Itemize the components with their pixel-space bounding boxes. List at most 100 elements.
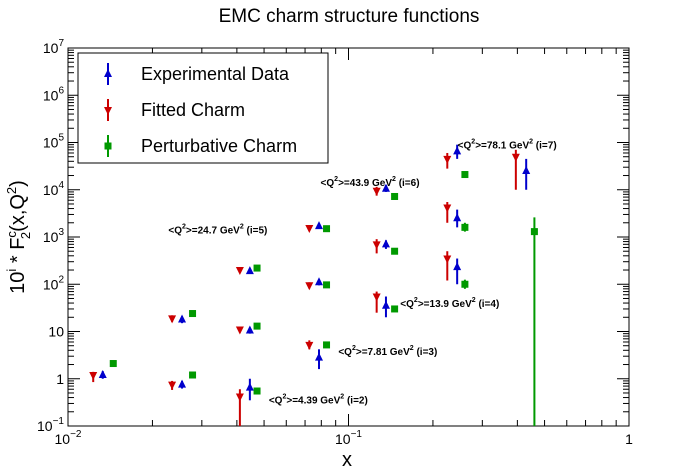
- point-marker: [381, 239, 390, 248]
- annotations: <Q2>=4.39 GeV2 (i=2) <Q2>=7.81 GeV2 (i=3)…: [168, 138, 556, 406]
- data-point: [189, 371, 197, 379]
- point-marker: [168, 381, 177, 390]
- q2-annotation: <Q2>=4.39 GeV2 (i=2): [269, 393, 368, 406]
- point-marker: [461, 223, 469, 231]
- data-point: [305, 282, 314, 291]
- point-marker: [443, 255, 452, 264]
- series-experimental-data: [98, 144, 531, 401]
- data-point: [530, 217, 538, 426]
- data-point: [109, 360, 117, 368]
- y-tick-label: 104: [43, 180, 65, 198]
- point-marker: [235, 393, 244, 402]
- point-marker: [391, 305, 399, 313]
- data-point: [391, 247, 399, 255]
- x-tick-label: 1: [625, 431, 633, 447]
- point-marker: [178, 314, 187, 323]
- data-point: [461, 279, 469, 289]
- data-point: [178, 314, 187, 324]
- legend-marker: [104, 69, 112, 77]
- point-marker: [381, 300, 390, 309]
- legend-entry: Experimental Data: [104, 63, 290, 85]
- data-point: [245, 325, 254, 334]
- point-marker: [323, 225, 331, 233]
- point-marker: [235, 267, 244, 276]
- point-marker: [391, 192, 399, 200]
- x-axis-label: x: [342, 449, 352, 471]
- x-tick-label: 10−2: [55, 429, 82, 447]
- point-marker: [511, 153, 520, 162]
- data-point: [245, 378, 254, 401]
- data-point: [391, 305, 399, 313]
- point-marker: [530, 228, 538, 236]
- data-point: [372, 291, 381, 313]
- legend-label: Experimental Data: [141, 64, 290, 84]
- point-marker: [453, 146, 462, 155]
- point-marker: [443, 155, 452, 164]
- data-point: [305, 340, 314, 350]
- point-marker: [189, 371, 197, 379]
- data-point: [323, 225, 331, 233]
- data-point: [381, 239, 390, 249]
- data-point: [189, 310, 197, 318]
- point-marker: [245, 266, 254, 275]
- point-marker: [98, 370, 107, 379]
- point-marker: [461, 280, 469, 288]
- data-point: [253, 264, 261, 272]
- point-marker: [372, 293, 381, 302]
- y-axis-label: 10i * Fc2(x,Q2): [4, 180, 33, 294]
- legend-entry: Fitted Charm: [104, 99, 245, 121]
- point-marker: [235, 326, 244, 335]
- point-marker: [461, 171, 469, 179]
- axis-ticks: [67, 48, 629, 427]
- legend-label: Perturbative Charm: [141, 136, 297, 156]
- data-point: [372, 186, 381, 196]
- point-marker: [323, 341, 331, 349]
- data-point: [235, 326, 244, 335]
- data-point: [315, 349, 324, 370]
- data-point: [315, 277, 324, 286]
- data-point: [522, 158, 531, 190]
- q2-annotation: <Q2>=13.9 GeV2 (i=4): [400, 297, 499, 310]
- legend-marker: [104, 142, 112, 150]
- chart-title: EMC charm structure functions: [219, 6, 480, 27]
- series-fitted-charm: [89, 149, 520, 426]
- data-point: [453, 144, 462, 159]
- point-marker: [189, 310, 197, 318]
- legend-box: [77, 52, 329, 164]
- data-series: [89, 144, 538, 426]
- y-tick-label: 106: [43, 85, 65, 103]
- data-point: [168, 380, 177, 390]
- data-point: [235, 389, 244, 426]
- point-marker: [372, 187, 381, 196]
- point-marker: [453, 262, 462, 271]
- point-marker: [315, 277, 324, 286]
- point-marker: [305, 341, 314, 350]
- point-marker: [253, 264, 261, 272]
- y-tick-label: 102: [43, 274, 65, 292]
- point-marker: [245, 325, 254, 334]
- data-point: [323, 341, 331, 349]
- data-point: [315, 221, 324, 230]
- point-marker: [323, 281, 331, 289]
- data-point: [443, 152, 452, 169]
- data-point: [178, 379, 187, 389]
- q2-annotation: <Q2>=43.9 GeV2 (i=6): [321, 176, 420, 189]
- point-marker: [168, 315, 177, 324]
- data-point: [245, 266, 254, 275]
- point-marker: [305, 282, 314, 291]
- data-point: [372, 239, 381, 254]
- point-marker: [89, 372, 98, 381]
- data-point: [443, 251, 452, 281]
- q2-annotation: <Q2>=24.7 GeV2 (i=5): [168, 223, 267, 236]
- x-tick-label: 10−1: [335, 429, 362, 447]
- y-tick-label: 10: [48, 324, 64, 340]
- data-point: [453, 209, 462, 228]
- data-point: [443, 202, 452, 223]
- data-point: [391, 192, 399, 200]
- y-tick-label: 1: [56, 371, 64, 387]
- data-point: [453, 258, 462, 285]
- y-tick-label: 103: [43, 227, 65, 245]
- q2-annotation: <Q2>=7.81 GeV2 (i=3): [338, 345, 437, 358]
